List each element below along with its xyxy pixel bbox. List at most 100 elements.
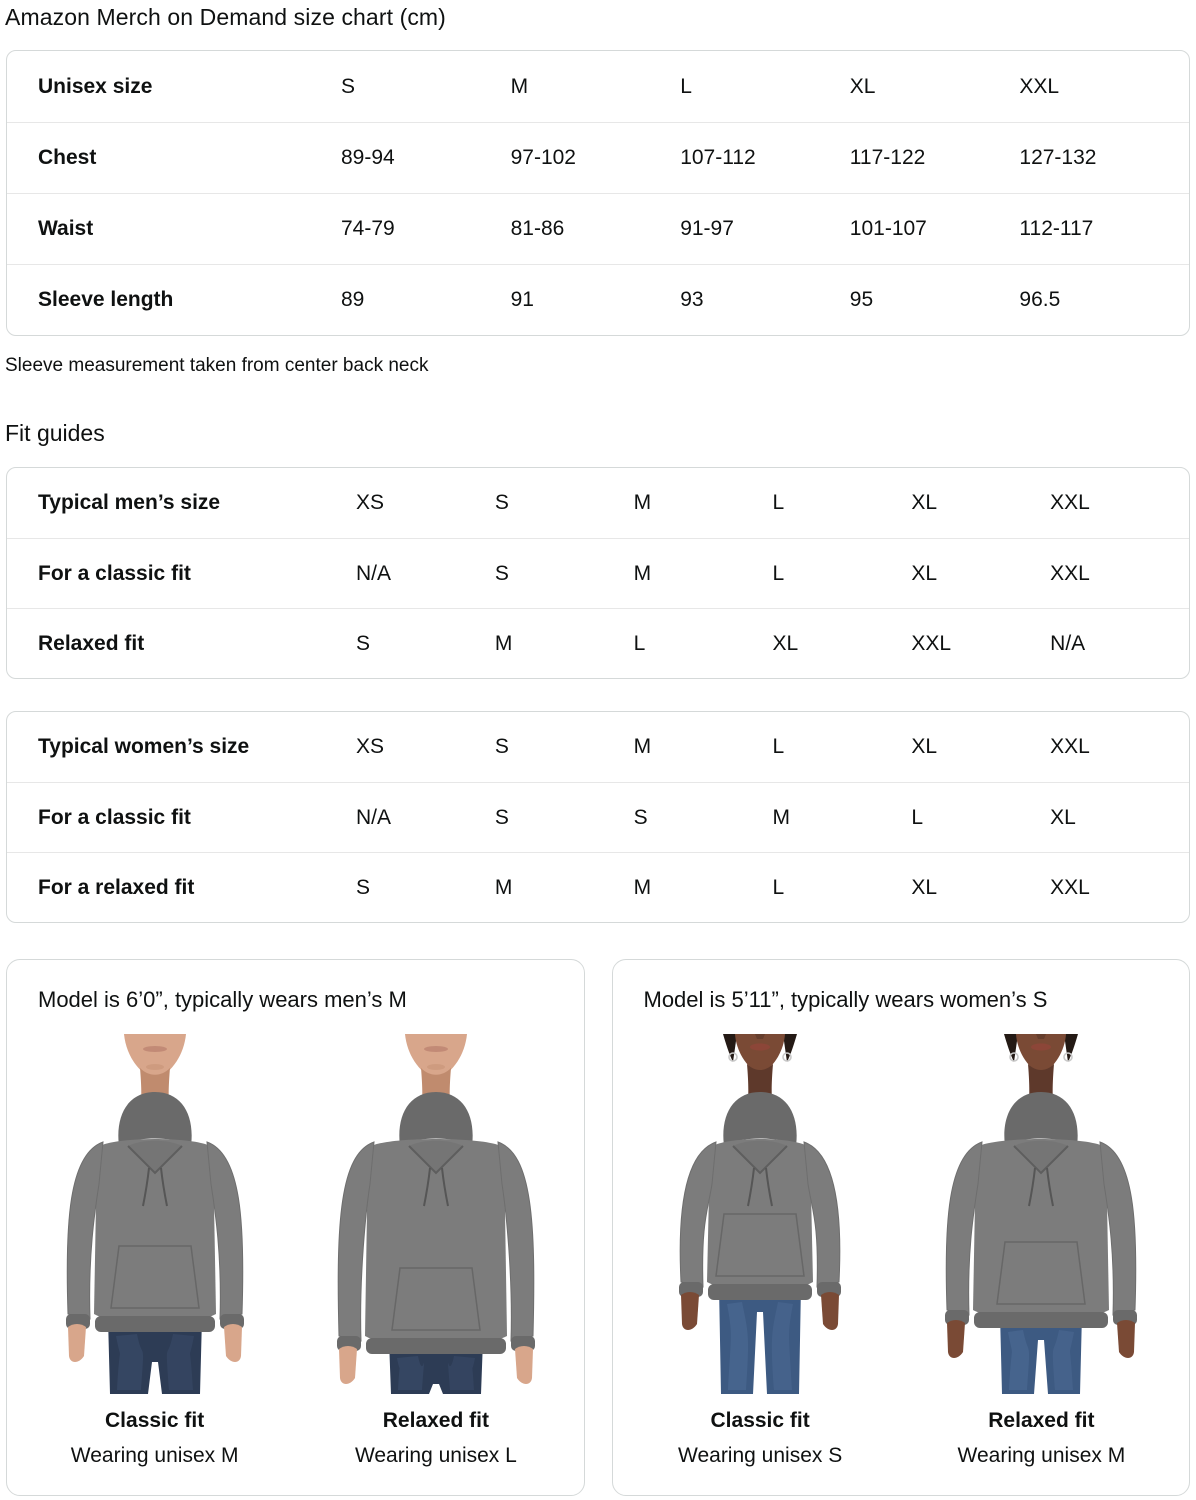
cell: L [911, 805, 924, 829]
model-cards: Model is 6’0”, typically wears men’s M C… [6, 959, 1190, 1496]
cell: L [680, 74, 692, 98]
sleeve-measurement-note: Sleeve measurement taken from center bac… [5, 355, 429, 376]
card-title: Model is 5’11”, typically wears women’s … [643, 987, 1048, 1012]
row-label: For a relaxed fit [38, 875, 195, 899]
table-row: Waist 74-79 81-86 91-97 101-107 112-117 [7, 193, 1189, 264]
model-figure: Classic fit Wearing unisex M [37, 1034, 272, 1468]
cell: S [341, 74, 356, 98]
row-label: Relaxed fit [38, 631, 145, 655]
wearing-label: Wearing unisex M [957, 1444, 1126, 1467]
cell: S [356, 875, 371, 899]
row-label: Typical men’s size [38, 491, 221, 514]
cell: 91 [510, 288, 534, 311]
row-label: Sleeve length [38, 288, 174, 311]
table-row: For a classic fit N/A S S M L XL [7, 782, 1189, 852]
fit-label: Relaxed fit [382, 1409, 489, 1432]
model-photo-man-relaxed-fit [318, 1034, 553, 1394]
mens-model-card: Model is 6’0”, typically wears men’s M C… [6, 959, 585, 1496]
cell: XS [356, 491, 385, 514]
fit-label: Classic fit [710, 1409, 810, 1432]
cell: XXL [1050, 491, 1090, 514]
cell: XL [911, 875, 938, 899]
cell: S [494, 561, 509, 585]
model-figure: Relaxed fit Wearing unisex M [924, 1034, 1159, 1468]
cell: L [772, 561, 785, 585]
cell: M [633, 491, 652, 514]
cell: 112-117 [1019, 217, 1094, 240]
cell: S [494, 805, 509, 829]
cell: XL [849, 74, 876, 98]
cell: XS [356, 735, 385, 758]
fit-guides-heading: Fit guides [5, 420, 105, 446]
cell: S [356, 631, 371, 655]
row-label: For a classic fit [38, 561, 191, 585]
cell: M [494, 875, 513, 899]
table-row: Unisex size S M L XL XXL [7, 51, 1189, 122]
cell: 89 [341, 288, 365, 311]
womens-fit-guide-table: Typical women’s size XS S M L XL XXL For… [6, 711, 1190, 923]
cell: XXL [1050, 735, 1090, 758]
wearing-label: Wearing unisex L [354, 1444, 517, 1467]
model-photo-woman-classic-fit [643, 1034, 878, 1394]
table-row: Sleeve length 89 91 93 95 96.5 [7, 264, 1189, 335]
cell: 89-94 [341, 146, 395, 169]
card-title: Model is 6’0”, typically wears men’s M [38, 987, 407, 1012]
cell: S [494, 491, 509, 514]
cell: 95 [849, 288, 874, 311]
cell: L [633, 631, 646, 655]
cell: 101-107 [849, 217, 927, 240]
cell: M [510, 74, 529, 98]
table-row: Typical men’s size XS S M L XL XXL [7, 468, 1189, 538]
row-label: Waist [38, 217, 94, 240]
cell: XXL [1050, 561, 1090, 585]
cell: L [772, 491, 785, 514]
cell: XL [911, 561, 938, 585]
model-figure: Relaxed fit Wearing unisex L [318, 1034, 553, 1468]
row-label: For a classic fit [38, 805, 191, 829]
cell: XL [772, 631, 799, 655]
wearing-label: Wearing unisex M [70, 1444, 239, 1467]
fit-label: Classic fit [105, 1409, 205, 1432]
cell: L [772, 735, 785, 758]
model-figure: Classic fit Wearing unisex S [643, 1034, 878, 1468]
cell: 127-132 [1019, 146, 1097, 169]
row-label: Chest [38, 146, 97, 169]
cell: 74-79 [341, 217, 395, 240]
table-row: Typical women’s size XS S M L XL XXL [7, 712, 1189, 782]
wearing-label: Wearing unisex S [678, 1444, 843, 1467]
cell: M [633, 875, 652, 899]
table-row: Chest 89-94 97-102 107-112 117-122 127-1… [7, 122, 1189, 193]
cell: XL [911, 735, 938, 758]
cell: M [633, 561, 652, 585]
womens-model-card: Model is 5’11”, typically wears women’s … [611, 959, 1190, 1496]
cell: XXL [911, 631, 952, 655]
cell: 96.5 [1019, 288, 1061, 311]
unisex-size-table: Unisex size S M L XL XXL Chest 89-94 97-… [6, 50, 1190, 336]
cell: S [633, 805, 648, 829]
cell: M [494, 631, 513, 655]
mens-fit-guide-table: Typical men’s size XS S M L XL XXL For a… [6, 467, 1190, 679]
cell: 107-112 [680, 146, 756, 169]
table-row: For a classic fit N/A S M L XL XXL [7, 538, 1189, 608]
model-photo-man-classic-fit [37, 1034, 272, 1394]
cell: XXL [1050, 875, 1090, 899]
table-row: For a relaxed fit S M M L XL XXL [7, 852, 1189, 922]
cell: M [772, 805, 790, 829]
cell: 93 [680, 288, 704, 311]
row-label: Typical women’s size [38, 735, 250, 758]
cell: 97-102 [510, 146, 576, 169]
row-label: Unisex size [38, 74, 153, 98]
cell: 117-122 [849, 146, 926, 169]
model-photo-woman-relaxed-fit [924, 1034, 1159, 1394]
cell: N/A [356, 805, 392, 829]
cell: XL [1050, 805, 1076, 829]
cell: M [633, 735, 652, 758]
cell: N/A [1050, 631, 1086, 655]
cell: XXL [1019, 74, 1060, 98]
cell: 81-86 [510, 217, 565, 240]
fit-label: Relaxed fit [988, 1409, 1095, 1432]
cell: XL [911, 491, 938, 514]
page-title: Amazon Merch on Demand size chart (cm) [5, 4, 446, 30]
table-row: Relaxed fit S M L XL XXL N/A [7, 608, 1189, 678]
